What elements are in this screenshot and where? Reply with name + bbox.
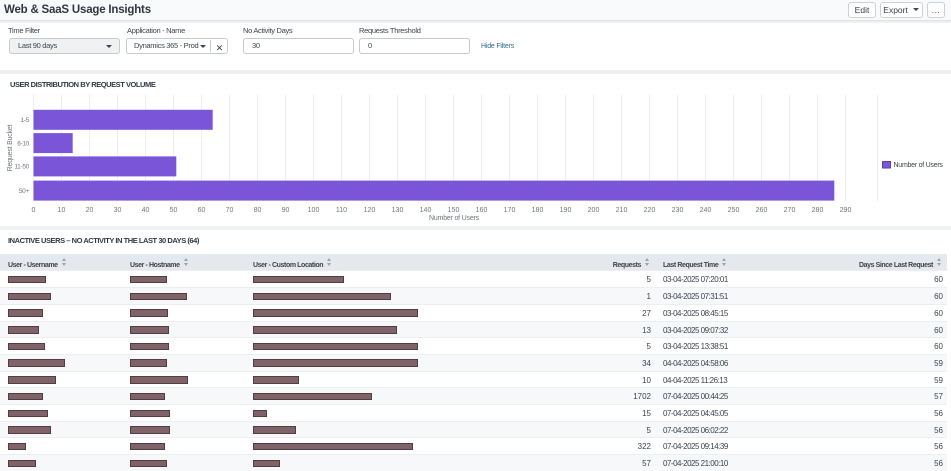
svg-text:200: 200: [588, 207, 600, 214]
svg-text:1-5: 1-5: [21, 117, 30, 124]
svg-text:150: 150: [448, 207, 460, 214]
svg-text:Request Bucket: Request Bucket: [7, 124, 14, 171]
svg-text:80: 80: [254, 207, 262, 214]
svg-text:Number of Users: Number of Users: [894, 162, 944, 169]
svg-text:180: 180: [532, 207, 544, 214]
svg-text:130: 130: [392, 207, 404, 214]
svg-text:50+: 50+: [19, 188, 30, 195]
svg-text:120: 120: [364, 207, 376, 214]
svg-text:220: 220: [644, 207, 656, 214]
svg-text:160: 160: [476, 207, 488, 214]
svg-text:Number of Users: Number of Users: [429, 215, 480, 222]
svg-text:0: 0: [32, 207, 36, 214]
svg-text:140: 140: [420, 207, 432, 214]
svg-text:250: 250: [728, 207, 740, 214]
svg-text:10: 10: [58, 207, 66, 214]
svg-text:270: 270: [784, 207, 796, 214]
svg-text:60: 60: [198, 207, 206, 214]
svg-text:20: 20: [86, 207, 94, 214]
svg-text:260: 260: [756, 207, 768, 214]
svg-text:110: 110: [336, 207, 347, 214]
svg-text:70: 70: [226, 207, 234, 214]
svg-text:100: 100: [308, 207, 320, 214]
svg-text:30: 30: [114, 207, 122, 214]
svg-text:40: 40: [142, 207, 150, 214]
svg-text:210: 210: [616, 207, 628, 214]
svg-text:290: 290: [840, 207, 852, 214]
svg-text:240: 240: [700, 207, 712, 214]
svg-text:90: 90: [282, 207, 290, 214]
svg-text:280: 280: [812, 207, 824, 214]
svg-text:230: 230: [672, 207, 684, 214]
svg-text:11-50: 11-50: [14, 164, 29, 171]
svg-text:190: 190: [560, 207, 572, 214]
svg-text:170: 170: [504, 207, 516, 214]
svg-text:50: 50: [170, 207, 178, 214]
svg-text:6-10: 6-10: [17, 140, 29, 147]
